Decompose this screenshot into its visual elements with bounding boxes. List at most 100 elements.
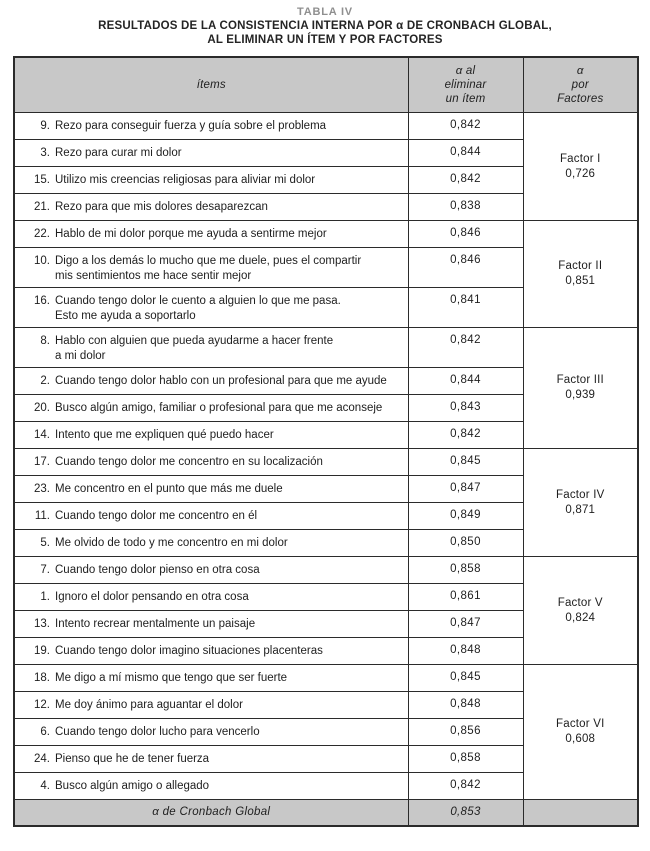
item-cell: 13. Intento recrear mentalmente un paisaj… xyxy=(13,610,409,638)
table-title-line2: AL ELIMINAR UN ÍTEM Y POR FACTORES xyxy=(207,34,443,46)
item-cell: 4. Busco algún amigo o allegado xyxy=(13,772,409,800)
item-text: Busco algún amigo, familiar o profesiona… xyxy=(55,402,383,414)
alpha-value-cell: 0,842 xyxy=(407,772,524,800)
alpha-value-cell: 0,843 xyxy=(407,394,524,422)
factor-cell: Factor V 0,824 xyxy=(522,556,639,665)
item-cell: 1. Ignoro el dolor pensando en otra cosa xyxy=(13,583,409,611)
item-text: Me doy ánimo para aguantar el dolor xyxy=(55,699,243,711)
item-number: 1. xyxy=(40,591,50,603)
global-alpha-label: α de Cronbach Global xyxy=(13,799,409,826)
table-title-line1: RESULTADOS DE LA CONSISTENCIA INTERNA PO… xyxy=(98,20,552,32)
item-text: Pienso que he de tener fuerza xyxy=(55,753,210,765)
item-number: 12. xyxy=(34,699,50,711)
alpha-value-cell: 0,841 xyxy=(407,287,524,328)
item-text: Hablo con alguien que pueda ayudarme a h… xyxy=(55,335,334,362)
table-label: TABLA IV xyxy=(297,6,353,18)
factor-name: Factor V xyxy=(557,596,603,609)
table-row: 10. Digo a los demás lo mucho que me duel… xyxy=(13,247,638,288)
alpha-value-cell: 0,858 xyxy=(407,745,524,773)
alpha-value-cell: 0,848 xyxy=(407,691,524,719)
item-text: Hablo de mi dolor porque me ayuda a sent… xyxy=(55,228,327,240)
factor-alpha: 0,824 xyxy=(565,611,596,624)
table-row: 11. Cuando tengo dolor me concentro en él… xyxy=(13,502,638,530)
item-number: 5. xyxy=(40,537,50,549)
alpha-value-cell: 0,844 xyxy=(407,367,524,395)
item-cell: 22. Hablo de mi dolor porque me ayuda a s… xyxy=(13,220,409,248)
item-number: 20. xyxy=(34,402,50,414)
item-number: 4. xyxy=(40,780,50,792)
item-number: 16. xyxy=(34,295,50,307)
item-text: Cuando tengo dolor hablo con un profesio… xyxy=(55,375,387,387)
item-text: Cuando tengo dolor me concentro en su lo… xyxy=(55,456,323,468)
table-row: 22. Hablo de mi dolor porque me ayuda a s… xyxy=(13,220,639,328)
item-text: Rezo para que mis dolores desaparezcan xyxy=(55,201,268,213)
table-row: 13. Intento recrear mentalmente un paisaj… xyxy=(13,610,638,638)
item-cell: 5. Me olvido de todo y me concentro en mi… xyxy=(13,529,409,557)
item-number: 24. xyxy=(34,753,50,765)
global-alpha-row: α de Cronbach Global 0,853 xyxy=(13,799,639,826)
item-cell: 15. Utilizo mis creencias religiosas para… xyxy=(13,166,409,194)
item-cell: 3. Rezo para curar mi dolor xyxy=(13,139,409,167)
col-header-items: ítems xyxy=(13,56,409,113)
item-cell: 23. Me concentro en el punto que más me d… xyxy=(13,475,409,503)
table-row: 21. Rezo para que mis dolores desaparezca… xyxy=(13,193,638,221)
item-text: Busco algún amigo o allegado xyxy=(55,780,210,792)
item-cell: 16. Cuando tengo dolor le cuento a alguie… xyxy=(13,287,409,328)
title-block: TABLA IV RESULTADOS DE LA CONSISTENCIA I… xyxy=(0,0,650,47)
item-cell: 7. Cuando tengo dolor pienso en otra cosa xyxy=(13,556,409,584)
alpha-value-cell: 0,842 xyxy=(407,166,524,194)
item-cell: 24. Pienso que he de tener fuerza xyxy=(13,745,409,773)
item-cell: 6. Cuando tengo dolor lucho para vencerlo xyxy=(13,718,409,746)
item-text: Intento que me expliquen qué puedo hacer xyxy=(55,429,274,441)
item-cell: 20. Busco algún amigo, familiar o profesi… xyxy=(13,394,409,422)
item-number: 10. xyxy=(34,255,50,267)
global-alpha-empty-cell xyxy=(522,799,639,826)
item-text: Utilizo mis creencias religiosas para al… xyxy=(55,174,316,186)
item-number: 3. xyxy=(40,147,50,159)
col-header-alpha-factor: α por Factores xyxy=(522,56,639,113)
item-text: Me olvido de todo y me concentro en mi d… xyxy=(55,537,288,549)
table-row: 24. Pienso que he de tener fuerza 0,858 xyxy=(13,745,638,773)
header-row: ítems α al eliminar un ítem α por Factores xyxy=(13,56,639,113)
table-row: 15. Utilizo mis creencias religiosas para… xyxy=(13,166,638,194)
item-number: 14. xyxy=(34,429,50,441)
item-text: Me concentro en el punto que más me duel… xyxy=(55,483,283,495)
item-number: 6. xyxy=(40,726,50,738)
factor-cell: Factor I 0,726 xyxy=(522,112,639,221)
item-text: Rezo para curar mi dolor xyxy=(55,147,182,159)
alpha-value-cell: 0,850 xyxy=(407,529,524,557)
item-cell: 10. Digo a los demás lo mucho que me duel… xyxy=(13,247,409,288)
item-number: 19. xyxy=(34,645,50,657)
item-number: 7. xyxy=(40,564,50,576)
alpha-value-cell: 0,838 xyxy=(407,193,524,221)
alpha-value-cell: 0,858 xyxy=(407,556,524,584)
item-cell: 14. Intento que me expliquen qué puedo ha… xyxy=(13,421,409,449)
item-cell: 17. Cuando tengo dolor me concentro en su… xyxy=(13,448,409,476)
item-number: 23. xyxy=(34,483,50,495)
table-row: 16. Cuando tengo dolor le cuento a alguie… xyxy=(13,287,638,328)
item-text: Me digo a mí mismo que tengo que ser fue… xyxy=(55,672,288,684)
factor-alpha: 0,871 xyxy=(565,503,596,516)
item-cell: 11. Cuando tengo dolor me concentro en él xyxy=(13,502,409,530)
factor-cell: Factor IV 0,871 xyxy=(522,448,639,557)
alpha-value-cell: 0,847 xyxy=(407,475,524,503)
item-number: 15. xyxy=(34,174,50,186)
table-row: 8. Hablo con alguien que pueda ayudarme a… xyxy=(13,327,639,449)
col-header-alpha-item: α al eliminar un ítem xyxy=(407,56,524,113)
alpha-value-cell: 0,842 xyxy=(407,327,524,368)
factor-alpha: 0,939 xyxy=(565,389,596,401)
item-number: 8. xyxy=(40,335,50,347)
item-number: 22. xyxy=(34,228,50,240)
item-text: Ignoro el dolor pensando en otra cosa xyxy=(55,591,249,603)
item-text: Cuando tengo dolor pienso en otra cosa xyxy=(55,564,260,576)
alpha-value-cell: 0,847 xyxy=(407,610,524,638)
alpha-value-cell: 0,848 xyxy=(407,637,524,665)
table-row: 4. Busco algún amigo o allegado 0,842 xyxy=(13,772,638,800)
alpha-value-cell: 0,845 xyxy=(407,664,524,692)
factor-alpha: 0,726 xyxy=(565,167,596,180)
factor-cell: Factor VI 0,608 xyxy=(522,664,639,800)
item-number: 18. xyxy=(34,672,50,684)
item-text: Cuando tengo dolor me concentro en él xyxy=(55,510,258,522)
factor-cell: Factor II 0,851 xyxy=(522,220,639,328)
item-number: 11. xyxy=(34,510,50,522)
